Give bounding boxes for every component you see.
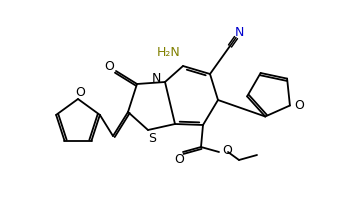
Text: O: O [222,144,232,157]
Text: S: S [148,131,156,144]
Text: O: O [294,99,304,112]
Text: O: O [174,153,184,166]
Text: O: O [104,60,114,73]
Text: N: N [151,71,161,84]
Text: H₂N: H₂N [157,45,181,58]
Text: O: O [75,86,85,99]
Text: N: N [234,26,244,39]
